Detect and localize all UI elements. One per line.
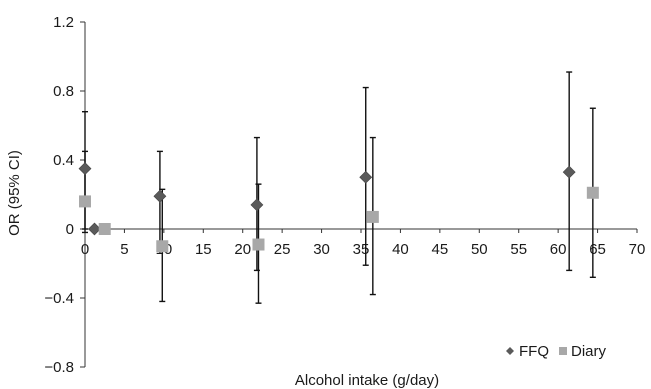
y-tick-label: 0.8 (53, 83, 74, 100)
y-tick-label: −0.8 (44, 359, 74, 376)
x-tick-label: 30 (313, 241, 330, 258)
x-tick-label: 60 (550, 241, 567, 258)
ffq-point (359, 170, 373, 184)
x-tick-label: 65 (589, 241, 606, 258)
x-axis-title: Alcohol intake (g/day) (295, 372, 439, 389)
legend-ffq-marker (506, 347, 514, 355)
y-axis-title: OR (95% CI) (6, 150, 23, 236)
x-tick-label: 25 (274, 241, 291, 258)
diary-point (366, 210, 379, 223)
diary-point (252, 238, 265, 251)
y-tick-label: 0 (66, 221, 74, 238)
x-tick-label: 50 (471, 241, 488, 258)
x-tick-label: 5 (120, 241, 128, 258)
error-bars (82, 71, 596, 304)
ffq-point (78, 162, 92, 176)
tick-labels: −0.8−0.400.40.81.20510152025303540455055… (44, 14, 645, 376)
x-tick-label: 55 (510, 241, 527, 258)
ffq-point (250, 198, 264, 212)
legend-ffq-label: FFQ (519, 343, 549, 360)
diary-point (156, 240, 169, 253)
diary-point (98, 223, 111, 235)
legend-diary-label: Diary (571, 343, 607, 360)
x-tick-label: 20 (234, 241, 251, 258)
legend: FFQ Diary (506, 343, 607, 360)
x-tick-label: 35 (353, 241, 370, 258)
data-markers (78, 162, 599, 253)
x-tick-label: 15 (195, 241, 212, 258)
ffq-point (88, 222, 101, 236)
x-tick-label: 70 (629, 241, 646, 258)
x-tick-label: 45 (432, 241, 449, 258)
diary-point (79, 195, 91, 208)
x-tick-label: 0 (81, 241, 89, 258)
ffq-point (153, 189, 167, 203)
diary-point (586, 186, 599, 199)
y-tick-label: 1.2 (53, 14, 74, 31)
y-tick-label: −0.4 (44, 290, 74, 307)
legend-diary-marker (559, 347, 567, 355)
ffq-point (562, 165, 576, 179)
x-tick-label: 40 (392, 241, 409, 258)
y-tick-label: 0.4 (53, 152, 74, 169)
